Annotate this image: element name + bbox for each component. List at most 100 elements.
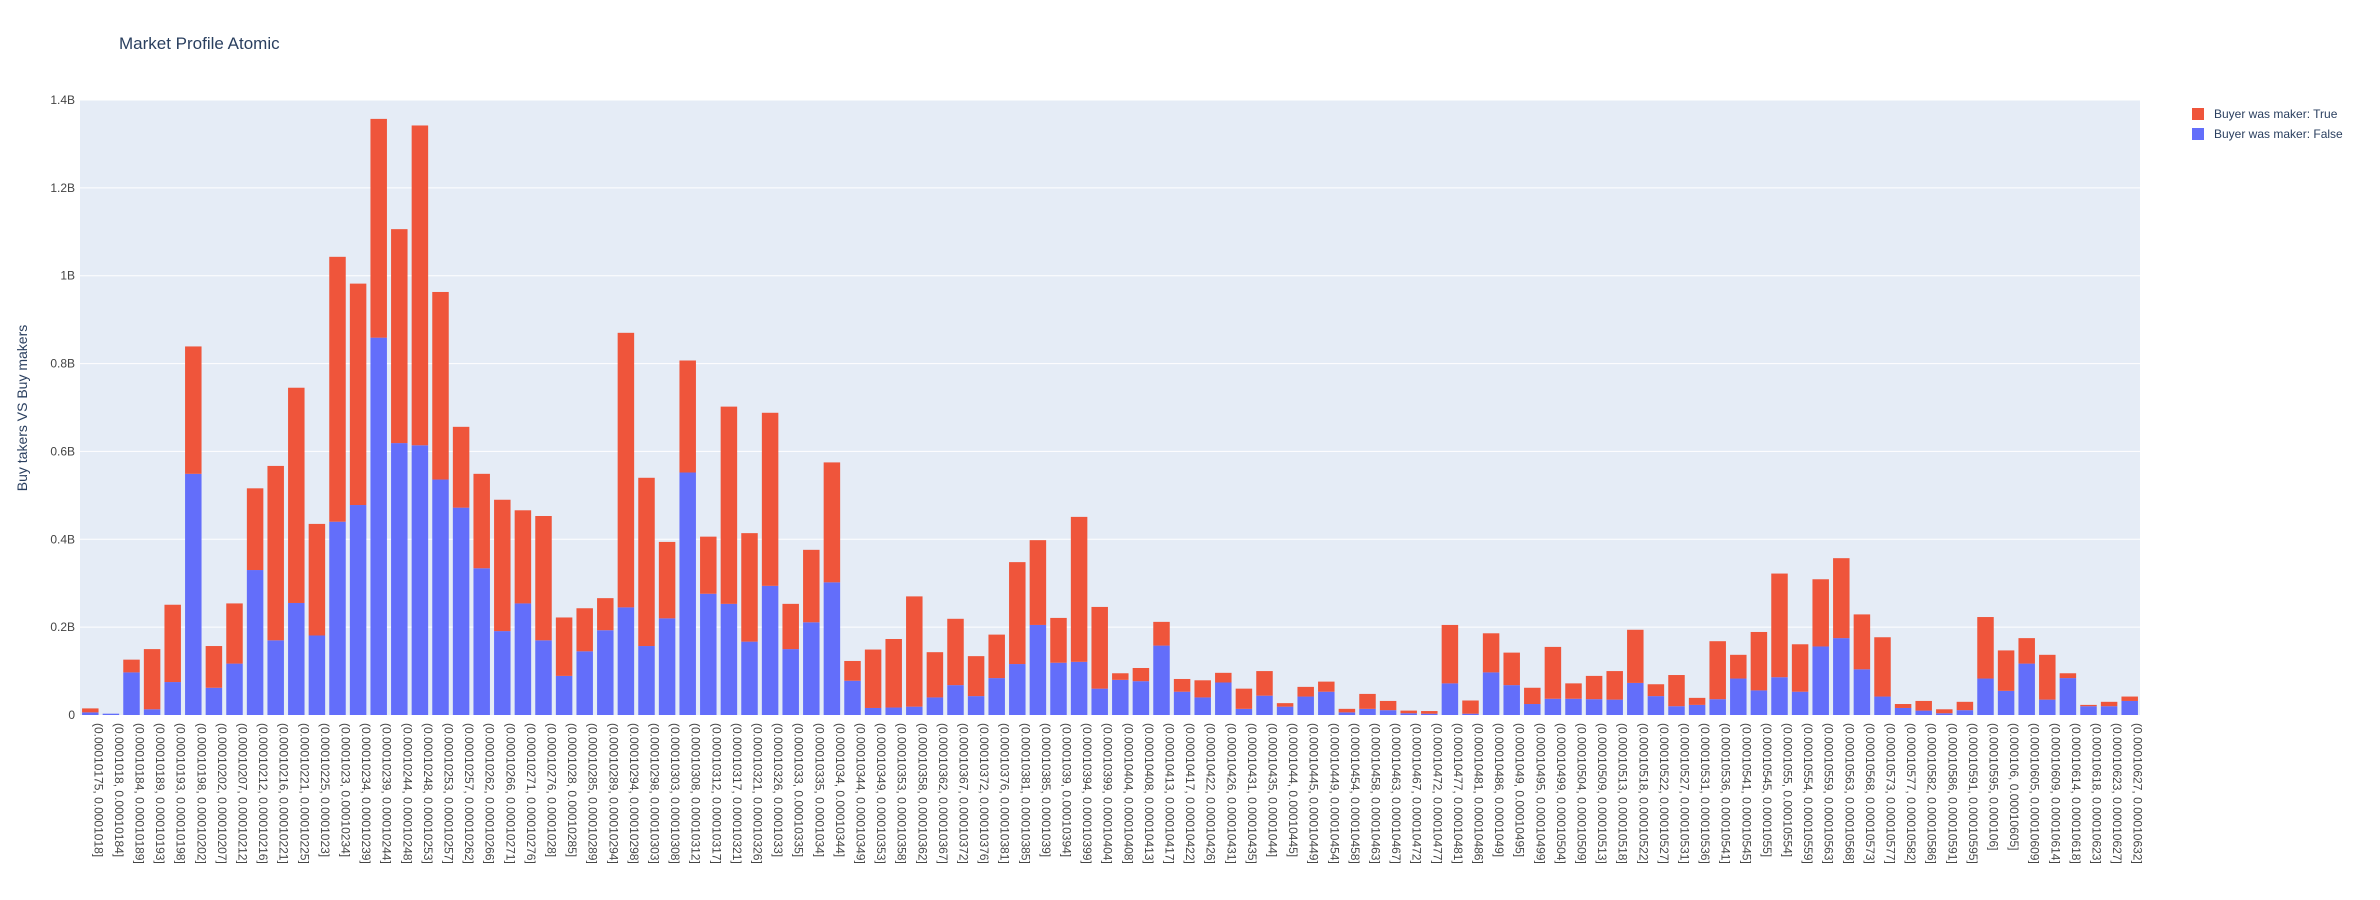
bar-maker-false[interactable] bbox=[741, 641, 758, 715]
bar-maker-false[interactable] bbox=[864, 707, 882, 715]
bar-maker-false[interactable] bbox=[1668, 706, 1685, 715]
bar-maker-false[interactable] bbox=[329, 521, 346, 715]
bar-maker-true[interactable] bbox=[1070, 516, 1088, 662]
bar-maker-true[interactable] bbox=[864, 649, 882, 708]
bar-maker-true[interactable] bbox=[1915, 700, 1932, 711]
bar-maker-false[interactable] bbox=[1977, 678, 1994, 715]
bar-maker-true[interactable] bbox=[1029, 540, 1047, 625]
bar-maker-false[interactable] bbox=[1194, 697, 1211, 715]
legend-swatch[interactable] bbox=[2192, 108, 2204, 120]
bar-maker-true[interactable] bbox=[1627, 629, 1644, 683]
bar-maker-true[interactable] bbox=[205, 646, 223, 688]
bar-maker-false[interactable] bbox=[164, 682, 181, 715]
bar-maker-true[interactable] bbox=[1503, 652, 1520, 686]
bar-maker-true[interactable] bbox=[1132, 667, 1150, 682]
bar-maker-true[interactable] bbox=[1482, 633, 1500, 673]
bar-maker-false[interactable] bbox=[2059, 678, 2077, 715]
bar-maker-true[interactable] bbox=[803, 549, 820, 623]
bar-maker-true[interactable] bbox=[823, 462, 841, 583]
bar-maker-false[interactable] bbox=[1050, 662, 1067, 715]
bar-maker-false[interactable] bbox=[555, 675, 573, 715]
bar-maker-true[interactable] bbox=[1359, 693, 1376, 709]
bar-maker-true[interactable] bbox=[720, 406, 738, 604]
bar-maker-true[interactable] bbox=[1544, 646, 1562, 699]
bar-maker-true[interactable] bbox=[1215, 672, 1232, 683]
bar-maker-true[interactable] bbox=[185, 346, 202, 474]
bar-maker-false[interactable] bbox=[1379, 710, 1397, 715]
bar-maker-false[interactable] bbox=[473, 568, 490, 715]
bar-maker-false[interactable] bbox=[906, 706, 923, 715]
bar-maker-true[interactable] bbox=[576, 608, 593, 652]
bar-maker-false[interactable] bbox=[967, 696, 985, 715]
bar-maker-true[interactable] bbox=[1894, 704, 1912, 708]
bar-maker-false[interactable] bbox=[1956, 710, 1974, 715]
bar-maker-false[interactable] bbox=[638, 646, 655, 715]
bar-maker-false[interactable] bbox=[1874, 696, 1891, 715]
bar-maker-true[interactable] bbox=[1297, 686, 1314, 697]
bar-maker-false[interactable] bbox=[1338, 712, 1356, 715]
bar-maker-true[interactable] bbox=[1009, 562, 1026, 665]
bar-maker-true[interactable] bbox=[1688, 697, 1706, 705]
bar-maker-false[interactable] bbox=[1524, 704, 1541, 715]
bar-maker-true[interactable] bbox=[2121, 696, 2138, 701]
bar-maker-false[interactable] bbox=[1771, 677, 1788, 715]
bar-maker-false[interactable] bbox=[226, 663, 243, 715]
bar-maker-false[interactable] bbox=[432, 479, 449, 715]
bar-maker-true[interactable] bbox=[411, 125, 429, 446]
bar-maker-true[interactable] bbox=[164, 604, 181, 683]
bar-maker-false[interactable] bbox=[143, 709, 161, 715]
bar-maker-true[interactable] bbox=[926, 652, 944, 698]
bar-maker-true[interactable] bbox=[1956, 701, 1974, 711]
bar-maker-false[interactable] bbox=[1215, 682, 1232, 715]
bar-maker-true[interactable] bbox=[1833, 558, 1850, 639]
bar-maker-false[interactable] bbox=[1812, 646, 1829, 715]
bar-maker-true[interactable] bbox=[267, 465, 284, 641]
bar-maker-true[interactable] bbox=[1606, 671, 1623, 700]
bar-maker-true[interactable] bbox=[1874, 637, 1891, 697]
bar-maker-true[interactable] bbox=[1730, 654, 1747, 679]
bar-maker-false[interactable] bbox=[1009, 664, 1026, 715]
bar-maker-true[interactable] bbox=[844, 660, 861, 681]
bar-maker-false[interactable] bbox=[782, 649, 799, 715]
bar-maker-true[interactable] bbox=[2039, 654, 2056, 700]
bar-maker-true[interactable] bbox=[988, 634, 1005, 679]
bar-maker-false[interactable] bbox=[1153, 645, 1170, 715]
bar-maker-true[interactable] bbox=[947, 618, 964, 686]
bar-maker-false[interactable] bbox=[1503, 685, 1520, 715]
bar-maker-false[interactable] bbox=[102, 713, 120, 715]
bar-maker-false[interactable] bbox=[2039, 699, 2056, 715]
bar-maker-true[interactable] bbox=[1235, 688, 1253, 709]
bar-maker-false[interactable] bbox=[844, 680, 861, 715]
bar-maker-true[interactable] bbox=[1709, 641, 1726, 700]
bar-maker-false[interactable] bbox=[2018, 663, 2035, 715]
bar-maker-false[interactable] bbox=[597, 630, 614, 715]
bar-maker-true[interactable] bbox=[452, 426, 470, 508]
bar-maker-true[interactable] bbox=[1421, 711, 1438, 714]
bar-maker-false[interactable] bbox=[1833, 638, 1850, 715]
bar-maker-false[interactable] bbox=[1400, 713, 1417, 715]
bar-maker-true[interactable] bbox=[1400, 710, 1417, 714]
bar-maker-true[interactable] bbox=[2100, 701, 2118, 707]
bar-maker-false[interactable] bbox=[1359, 708, 1376, 715]
bar-maker-false[interactable] bbox=[803, 622, 820, 715]
bar-maker-false[interactable] bbox=[1688, 704, 1706, 715]
bar-maker-false[interactable] bbox=[2080, 706, 2097, 715]
bar-maker-true[interactable] bbox=[1936, 709, 1953, 714]
bar-maker-true[interactable] bbox=[761, 412, 779, 586]
bar-maker-false[interactable] bbox=[1750, 690, 1768, 715]
bar-maker-false[interactable] bbox=[205, 687, 223, 715]
bar-maker-false[interactable] bbox=[617, 607, 635, 715]
bar-maker-false[interactable] bbox=[1544, 698, 1562, 715]
bar-maker-false[interactable] bbox=[1276, 706, 1294, 715]
bar-maker-true[interactable] bbox=[1750, 631, 1768, 691]
bar-maker-true[interactable] bbox=[494, 499, 511, 632]
bar-maker-false[interactable] bbox=[1730, 678, 1747, 715]
bar-maker-true[interactable] bbox=[1276, 703, 1294, 707]
bar-maker-false[interactable] bbox=[700, 593, 717, 715]
bar-maker-true[interactable] bbox=[1668, 675, 1685, 707]
bar-maker-false[interactable] bbox=[1462, 713, 1479, 715]
bar-maker-true[interactable] bbox=[1441, 624, 1459, 684]
bar-maker-true[interactable] bbox=[679, 360, 696, 473]
bar-maker-false[interactable] bbox=[514, 603, 532, 715]
bar-maker-true[interactable] bbox=[967, 656, 985, 697]
